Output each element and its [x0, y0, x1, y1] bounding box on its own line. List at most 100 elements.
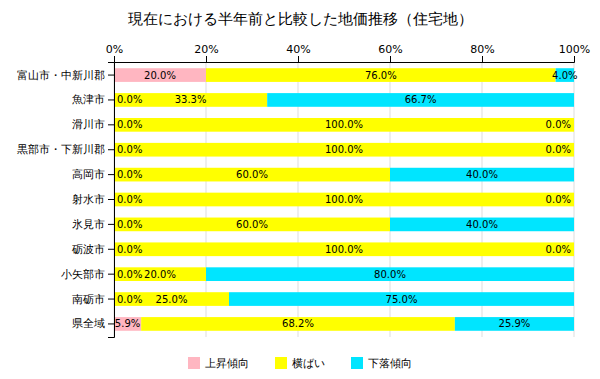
- tick-label: 小矢部市: [61, 268, 105, 281]
- tick-label: 60%: [378, 43, 402, 56]
- tick-label: 高岡市: [72, 168, 105, 181]
- tick: 小矢部市: [61, 268, 114, 281]
- bar: [114, 118, 574, 132]
- data-label: 0.0%: [117, 94, 142, 105]
- data-label: 4.0%: [552, 70, 577, 81]
- data-label: 100.0%: [325, 119, 363, 130]
- tick-label: 20%: [194, 43, 218, 56]
- legend: 上昇傾向 横ばい 下落傾向: [188, 357, 412, 370]
- bar: [114, 193, 574, 207]
- bar: [114, 143, 574, 157]
- tick-mark: [108, 249, 114, 250]
- bar: [114, 292, 229, 306]
- data-label: 0.0%: [117, 169, 142, 180]
- tick: 黒部市・下新川郡: [17, 143, 114, 156]
- legend-item: 上昇傾向: [188, 357, 249, 370]
- tick-label: 0%: [106, 43, 123, 56]
- tick-mark: [108, 174, 114, 175]
- tick-mark: [108, 274, 114, 275]
- tick-label: 射水市: [72, 193, 105, 206]
- bar: [574, 118, 575, 132]
- data-label: 100.0%: [325, 144, 363, 155]
- tick: 南砺市: [72, 293, 114, 306]
- data-label: 76.0%: [365, 70, 397, 81]
- tick-mark: [108, 149, 114, 150]
- data-label: 0.0%: [117, 269, 142, 280]
- bar: [574, 242, 575, 256]
- chart: 現在における半年前と比較した地価推移（住宅地） 0% 20% 40% 60% 80% 100…: [0, 0, 600, 379]
- grid: [114, 62, 574, 337]
- bar: [229, 292, 574, 306]
- data-label: 0.0%: [546, 244, 571, 255]
- data-label: 0.0%: [117, 244, 142, 255]
- legend-label: 上昇傾向: [205, 357, 249, 370]
- data-label: 25.9%: [499, 318, 531, 329]
- tick: 氷見市: [72, 218, 114, 231]
- legend-swatch: [188, 357, 200, 369]
- tick-mark: [108, 299, 114, 300]
- axis-line: [115, 56, 575, 63]
- data-label: 0.0%: [117, 144, 142, 155]
- data-label: 68.2%: [282, 318, 314, 329]
- data-label: 0.0%: [546, 119, 571, 130]
- data-label: 0.0%: [117, 219, 142, 230]
- bar: [574, 143, 575, 157]
- bars: [114, 68, 574, 331]
- title: 現在における半年前と比較した地価推移（住宅地）: [128, 10, 473, 28]
- data-label: 0.0%: [117, 294, 142, 305]
- tick: 40%: [286, 43, 310, 62]
- tick-label: 滑川市: [72, 118, 105, 131]
- bar: [114, 242, 574, 256]
- tick: 0%: [106, 43, 123, 62]
- y-axis: 富山市・中新川郡魚津市滑川市黒部市・下新川郡高岡市射水市氷見市砺波市小矢部市南砺…: [17, 63, 115, 338]
- tick-mark: [574, 56, 575, 62]
- tick-label: 100%: [559, 43, 590, 56]
- tick-mark: [482, 56, 483, 62]
- data-label: 60.0%: [236, 169, 268, 180]
- tick: 高岡市: [72, 168, 114, 181]
- bar: [114, 218, 390, 232]
- legend-label: 下落傾向: [368, 357, 412, 370]
- tick-mark: [108, 199, 114, 200]
- tick-label: 40%: [286, 43, 310, 56]
- bar: [206, 267, 574, 281]
- tick-mark: [390, 56, 391, 62]
- tick-label: 砺波市: [71, 243, 105, 256]
- tick: 滑川市: [72, 118, 114, 131]
- tick: 富山市・中新川郡: [17, 69, 114, 82]
- bar: [390, 218, 574, 232]
- data-label: 80.0%: [374, 269, 406, 280]
- tick: 県全域: [72, 317, 114, 330]
- data-label: 0.0%: [117, 119, 142, 130]
- data-label: 33.3%: [175, 94, 207, 105]
- data-label: 20.0%: [144, 269, 176, 280]
- data-label: 25.0%: [156, 294, 188, 305]
- legend-item: 下落傾向: [351, 357, 412, 370]
- tick-mark: [108, 75, 114, 76]
- bar: [574, 193, 575, 207]
- bar: [114, 267, 206, 281]
- tick: 射水市: [72, 193, 114, 206]
- tick-mark: [206, 56, 207, 62]
- x-axis: 0% 20% 40% 60% 80% 100%: [106, 43, 590, 63]
- data-label: 0.0%: [546, 144, 571, 155]
- tick-mark: [108, 124, 114, 125]
- axis-line: [108, 63, 115, 338]
- data-label: 40.0%: [466, 169, 498, 180]
- tick-mark: [108, 224, 114, 225]
- tick-label: 魚津市: [72, 93, 105, 106]
- tick-mark: [298, 56, 299, 62]
- data-label: 60.0%: [236, 219, 268, 230]
- legend-item: 横ばい: [275, 357, 325, 370]
- tick-mark: [108, 99, 114, 100]
- plot: 0% 20% 40% 60% 80% 100% 富山市・中新川郡魚津市滑川市黒部市・下新川郡…: [17, 43, 590, 338]
- tick: 60%: [378, 43, 402, 62]
- data-label: 5.9%: [115, 318, 140, 329]
- tick: 80%: [470, 43, 494, 62]
- tick: 魚津市: [72, 93, 114, 106]
- tick: 砺波市: [71, 243, 114, 256]
- tick-label: 黒部市・下新川郡: [17, 143, 105, 156]
- bar: [455, 317, 574, 331]
- tick-label: 富山市・中新川郡: [17, 69, 105, 82]
- tick-mark: [114, 56, 115, 62]
